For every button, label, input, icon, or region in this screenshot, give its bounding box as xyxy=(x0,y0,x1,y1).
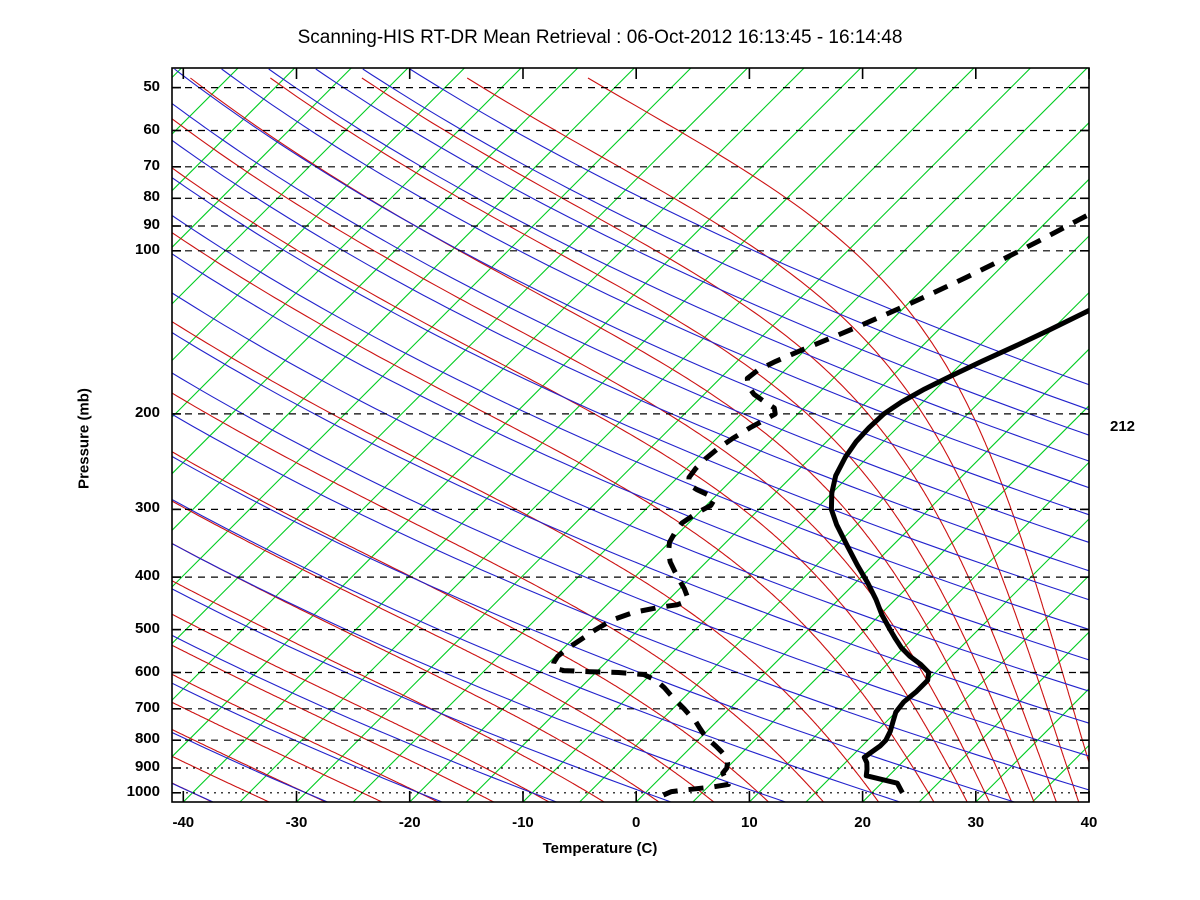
y-tick-label: 900 xyxy=(134,757,160,775)
y-tick-label: 50 xyxy=(143,77,160,95)
pressure-gridlines xyxy=(172,86,1089,794)
x-axis-title: Temperature (C) xyxy=(542,840,658,857)
y-tick-label: 90 xyxy=(143,215,160,233)
x-tick-label: -40 xyxy=(172,814,195,831)
x-tick-label: -20 xyxy=(398,814,421,831)
x-tick-label: 10 xyxy=(741,814,758,831)
y-tick-label: 200 xyxy=(134,403,160,421)
y-tick-label: 300 xyxy=(134,499,160,517)
x-tick-label: -10 xyxy=(512,814,534,831)
y-tick-label: 1000 xyxy=(126,782,160,800)
x-tick-label: 20 xyxy=(854,814,871,831)
y-tick-label: 500 xyxy=(134,619,160,637)
x-tick-label: -30 xyxy=(285,814,308,831)
chart-title: Scanning-HIS RT-DR Mean Retrieval : 06-O… xyxy=(297,27,903,48)
y-tick-label: 70 xyxy=(143,156,160,174)
y-tick-label: 100 xyxy=(134,240,160,258)
x-tick-label: 0 xyxy=(631,814,641,831)
y-tick-label: 400 xyxy=(134,567,160,585)
profile-curves xyxy=(550,211,1089,798)
y-tick-label: 80 xyxy=(143,188,160,206)
y-tick-label: 600 xyxy=(134,662,160,680)
plot-frame xyxy=(171,67,1090,803)
dry-adiabat-lines xyxy=(172,68,1089,802)
y-tick-label: 700 xyxy=(134,698,160,716)
x-tick-label: 40 xyxy=(1080,814,1098,831)
y-tick-label: 800 xyxy=(134,730,160,748)
x-tick-label: 30 xyxy=(967,814,985,831)
right-pressure-annotation: 212 xyxy=(1110,418,1136,435)
y-tick-label: 60 xyxy=(143,120,160,138)
